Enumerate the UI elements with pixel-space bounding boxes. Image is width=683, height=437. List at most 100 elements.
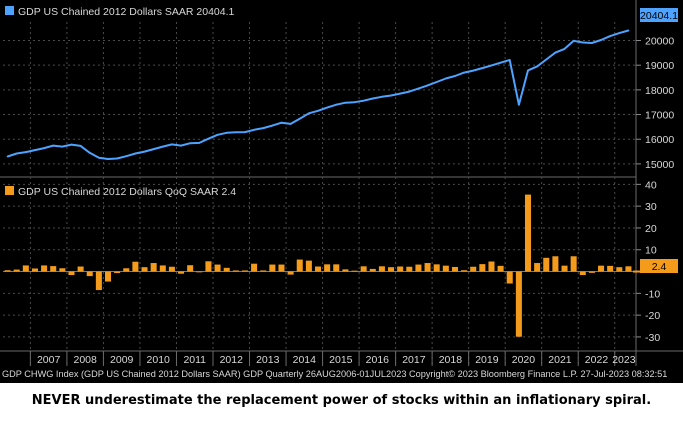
- gdp-qoq-bar: [251, 263, 258, 272]
- gdp-qoq-bar: [59, 268, 66, 272]
- gdp-qoq-bar: [77, 266, 84, 272]
- gdp-level-point: [207, 137, 210, 140]
- gdp-qoq-bar: [433, 264, 440, 272]
- bottom-tick-label: 40: [645, 179, 657, 191]
- gdp-level-point: [362, 99, 365, 102]
- bottom-tick-label: 10: [645, 245, 657, 257]
- gdp-qoq-bar: [388, 267, 395, 272]
- gdp-level-point: [381, 95, 383, 98]
- gdp-level-point: [545, 58, 548, 61]
- gdp-level-point: [554, 51, 557, 54]
- gdp-qoq-bar: [616, 267, 623, 272]
- axis-layer: 15000 16000 17000 18000 19000 20000 -30 -20 -10 1…: [29, 36, 674, 366]
- gdp-qoq-bar: [470, 266, 477, 272]
- gdp-level-point: [52, 144, 55, 147]
- gdp-qoq-bar: [68, 271, 75, 276]
- gdp-qoq-bar: [178, 271, 185, 274]
- gdp-level-point: [408, 90, 411, 93]
- gdp-qoq-bar: [625, 266, 632, 272]
- year-label: 2010: [147, 354, 171, 366]
- gdp-level-point: [34, 149, 36, 151]
- gdp-level-point: [216, 133, 219, 136]
- gdp-level-point: [563, 47, 566, 50]
- gdp-level-point: [353, 101, 356, 104]
- year-label: 2018: [439, 354, 463, 366]
- gdp-qoq-bar: [22, 265, 29, 272]
- year-label: 2022: [585, 354, 609, 366]
- gdp-level-point: [125, 155, 128, 158]
- gdp-qoq-bar: [287, 271, 294, 275]
- gdp-qoq-bar: [159, 265, 166, 272]
- gdp-level-point: [444, 77, 447, 80]
- gdp-qoq-bar: [260, 270, 267, 272]
- gdp-qoq-bar: [360, 266, 367, 272]
- gdp-level-point: [399, 92, 402, 95]
- mark-layer: [4, 29, 632, 337]
- gdp-qoq-bar: [278, 264, 285, 272]
- year-label: 2017: [402, 354, 426, 366]
- gdp-level-point: [591, 42, 593, 44]
- gdp-qoq-bar: [570, 256, 577, 272]
- gdp-qoq-bar: [141, 267, 148, 272]
- gdp-level-point: [517, 103, 520, 106]
- gdp-level-point: [289, 123, 292, 125]
- gdp-level-point: [143, 150, 146, 153]
- year-label: 2009: [110, 354, 134, 366]
- gdp-level-point: [481, 67, 484, 70]
- gdp-qoq-bar: [296, 259, 303, 272]
- gdp-level-point: [435, 81, 438, 83]
- gdp-level-point: [307, 112, 310, 115]
- gdp-qoq-bar: [479, 264, 486, 272]
- gdp-qoq-bar: [41, 265, 48, 272]
- gdp-qoq-bar: [196, 271, 203, 273]
- gdp-level-point: [390, 94, 392, 97]
- gdp-qoq-bar: [269, 264, 276, 272]
- gdp-qoq-bar: [223, 267, 230, 272]
- gdp-qoq-bar: [579, 271, 586, 276]
- gdp-level-point: [326, 106, 329, 109]
- year-label: 2019: [475, 354, 499, 366]
- gdp-qoq-bar: [150, 263, 157, 272]
- gdp-qoq-bar: [324, 264, 331, 272]
- gdp-level-point: [15, 152, 18, 155]
- top-tick-label: 20000: [645, 36, 674, 48]
- gdp-qoq-bar: [588, 271, 595, 273]
- gdp-qoq-bar: [406, 266, 413, 272]
- gdp-qoq-bar: [104, 271, 112, 282]
- bar-last-value-tag: [640, 259, 678, 273]
- gdp-level-point: [417, 87, 420, 90]
- gdp-level-point: [225, 131, 228, 134]
- gdp-qoq-bar: [187, 265, 194, 272]
- gdp-level-point: [618, 32, 621, 35]
- line-last-value: 20404.1: [640, 10, 678, 22]
- gdp-level-point: [371, 97, 374, 100]
- gdp-level-point: [88, 151, 91, 154]
- gdp-qoq-bar: [506, 271, 513, 284]
- gdp-qoq-bar: [451, 266, 458, 272]
- bar-last-value: 2.4: [652, 261, 667, 273]
- gdp-level-point: [43, 147, 45, 150]
- bottom-tick-label: -20: [645, 310, 660, 322]
- gdp-level-point: [152, 148, 155, 150]
- gdp-level-point: [335, 103, 338, 106]
- caption: NEVER underestimate the replacement powe…: [31, 393, 652, 408]
- top-tick-label: 18000: [645, 85, 674, 97]
- gdp-level-point: [61, 145, 64, 148]
- chart-svg: 15000 16000 17000 18000 19000 20000 -30 -20 -10 1…: [0, 0, 683, 379]
- gdp-level-point: [189, 142, 192, 145]
- gdp-qoq-bar: [114, 271, 121, 274]
- year-label: 2012: [220, 354, 244, 366]
- bottom-tick-label: 30: [645, 201, 657, 213]
- gdp-level-point: [180, 144, 182, 147]
- gdp-qoq-bar: [534, 263, 541, 272]
- gdp-level-point: [234, 131, 237, 134]
- line-legend-swatch: [5, 6, 14, 15]
- gdp-level-point: [79, 144, 82, 147]
- gdp-level-point: [317, 109, 319, 112]
- gdp-level-point: [298, 117, 301, 120]
- top-tick-label: 15000: [645, 159, 674, 171]
- gdp-qoq-bar: [351, 270, 358, 272]
- gdp-level-point: [454, 75, 456, 77]
- gdp-qoq-bar: [13, 269, 20, 272]
- year-label: 2014: [293, 354, 317, 366]
